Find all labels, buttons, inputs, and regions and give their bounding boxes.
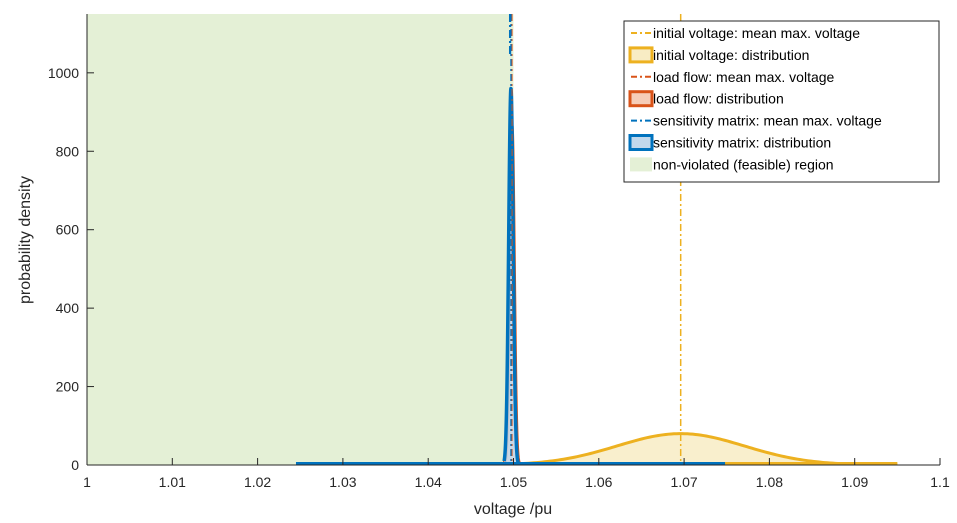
legend-label-sensitivity-matrix-distribution: sensitivity matrix: distribution bbox=[653, 135, 831, 151]
legend-label-load-flow-distribution: load flow: distribution bbox=[653, 91, 784, 107]
x-tick-label: 1.1 bbox=[930, 474, 950, 490]
legend-label-initial-voltage-mean-max-voltage: initial voltage: mean max. voltage bbox=[653, 25, 860, 41]
x-tick-label: 1.03 bbox=[329, 474, 356, 490]
y-tick-label: 0 bbox=[71, 457, 79, 473]
y-tick-label: 400 bbox=[56, 300, 80, 316]
x-tick-label: 1.01 bbox=[159, 474, 186, 490]
y-axis-label: probability density bbox=[17, 176, 34, 304]
legend-swatch-non-violated-feasible-region bbox=[630, 157, 652, 171]
x-tick-label: 1 bbox=[83, 474, 91, 490]
legend: initial voltage: mean max. voltage initia… bbox=[624, 21, 939, 182]
legend-swatch-initial-voltage-distribution bbox=[630, 48, 652, 62]
x-tick-label: 1.08 bbox=[756, 474, 783, 490]
legend-label-non-violated-feasible-region: non-violated (feasible) region bbox=[653, 156, 834, 172]
x-tick-label: 1.04 bbox=[415, 474, 442, 490]
y-tick-label: 600 bbox=[56, 222, 80, 238]
x-tick-label: 1.06 bbox=[585, 474, 612, 490]
y-tick-label: 200 bbox=[56, 379, 80, 395]
legend-label-initial-voltage-distribution: initial voltage: distribution bbox=[653, 47, 809, 63]
legend-label-load-flow-mean-max-voltage: load flow: mean max. voltage bbox=[653, 69, 835, 85]
x-tick-label: 1.09 bbox=[841, 474, 868, 490]
y-tick-label: 800 bbox=[56, 143, 80, 159]
legend-label-sensitivity-matrix-mean-max-voltage: sensitivity matrix: mean max. voltage bbox=[653, 113, 882, 129]
feasible-region bbox=[87, 14, 514, 465]
legend-swatch-load-flow-distribution bbox=[630, 92, 652, 106]
x-tick-label: 1.05 bbox=[500, 474, 527, 490]
x-tick-label: 1.02 bbox=[244, 474, 271, 490]
y-tick-label: 1000 bbox=[48, 65, 79, 81]
x-axis-label: voltage /pu bbox=[474, 501, 552, 518]
x-tick-label: 1.07 bbox=[670, 474, 697, 490]
legend-swatch-sensitivity-matrix-distribution bbox=[630, 136, 652, 150]
